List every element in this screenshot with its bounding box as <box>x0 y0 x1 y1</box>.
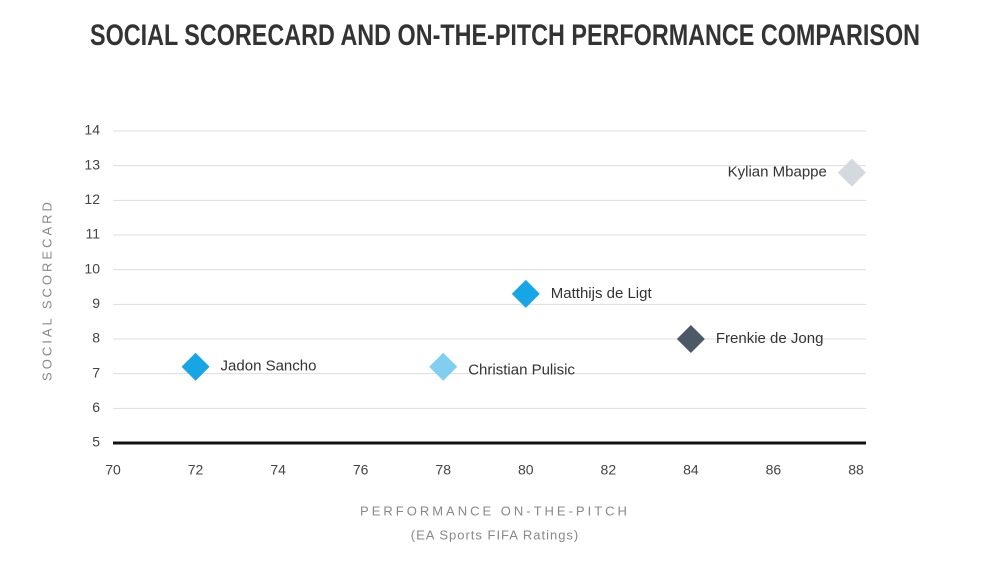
point-label: Frenkie de Jong <box>716 330 824 347</box>
y-tick-label: 6 <box>92 399 100 415</box>
point <box>181 352 210 381</box>
x-axis-label: PERFORMANCE ON-THE-PITCH <box>360 503 630 518</box>
y-tick-label: 5 <box>92 434 100 450</box>
point <box>511 279 540 308</box>
x-tick-label: 80 <box>518 462 534 478</box>
x-tick-label: 70 <box>105 462 121 478</box>
point <box>429 352 458 381</box>
x-tick-label: 88 <box>848 462 864 478</box>
y-tick-label: 10 <box>84 260 100 276</box>
point <box>676 325 705 353</box>
point <box>837 158 866 187</box>
y-tick-label: 12 <box>84 191 100 207</box>
chart-title: SOCIAL SCORECARD AND ON-THE-PITCH PERFOR… <box>90 19 920 52</box>
y-tick-label: 7 <box>92 364 100 380</box>
x-tick-label: 84 <box>683 462 699 478</box>
x-tick-label: 72 <box>188 462 204 478</box>
x-tick-label: 78 <box>435 462 451 478</box>
y-tick-label: 11 <box>85 226 100 242</box>
y-tick-label: 14 <box>84 122 100 138</box>
y-tick-label: 8 <box>92 330 100 346</box>
x-tick-label: 82 <box>601 462 617 478</box>
point-label: Christian Pulisic <box>468 362 575 379</box>
x-tick-label: 86 <box>766 462 782 478</box>
point-label: Matthijs de Ligt <box>551 285 653 302</box>
x-tick-label: 76 <box>353 462 369 478</box>
point-label: Kylian Mbappe <box>728 164 827 181</box>
y-tick-label: 13 <box>84 156 100 172</box>
x-tick-label: 74 <box>270 462 286 478</box>
x-axis-sublabel: (EA Sports FIFA Ratings) <box>411 527 580 542</box>
y-tick-label: 9 <box>92 295 100 311</box>
y-axis-label: SOCIAL SCORECARD <box>39 199 54 381</box>
point-label: Jadon Sancho <box>221 358 317 375</box>
